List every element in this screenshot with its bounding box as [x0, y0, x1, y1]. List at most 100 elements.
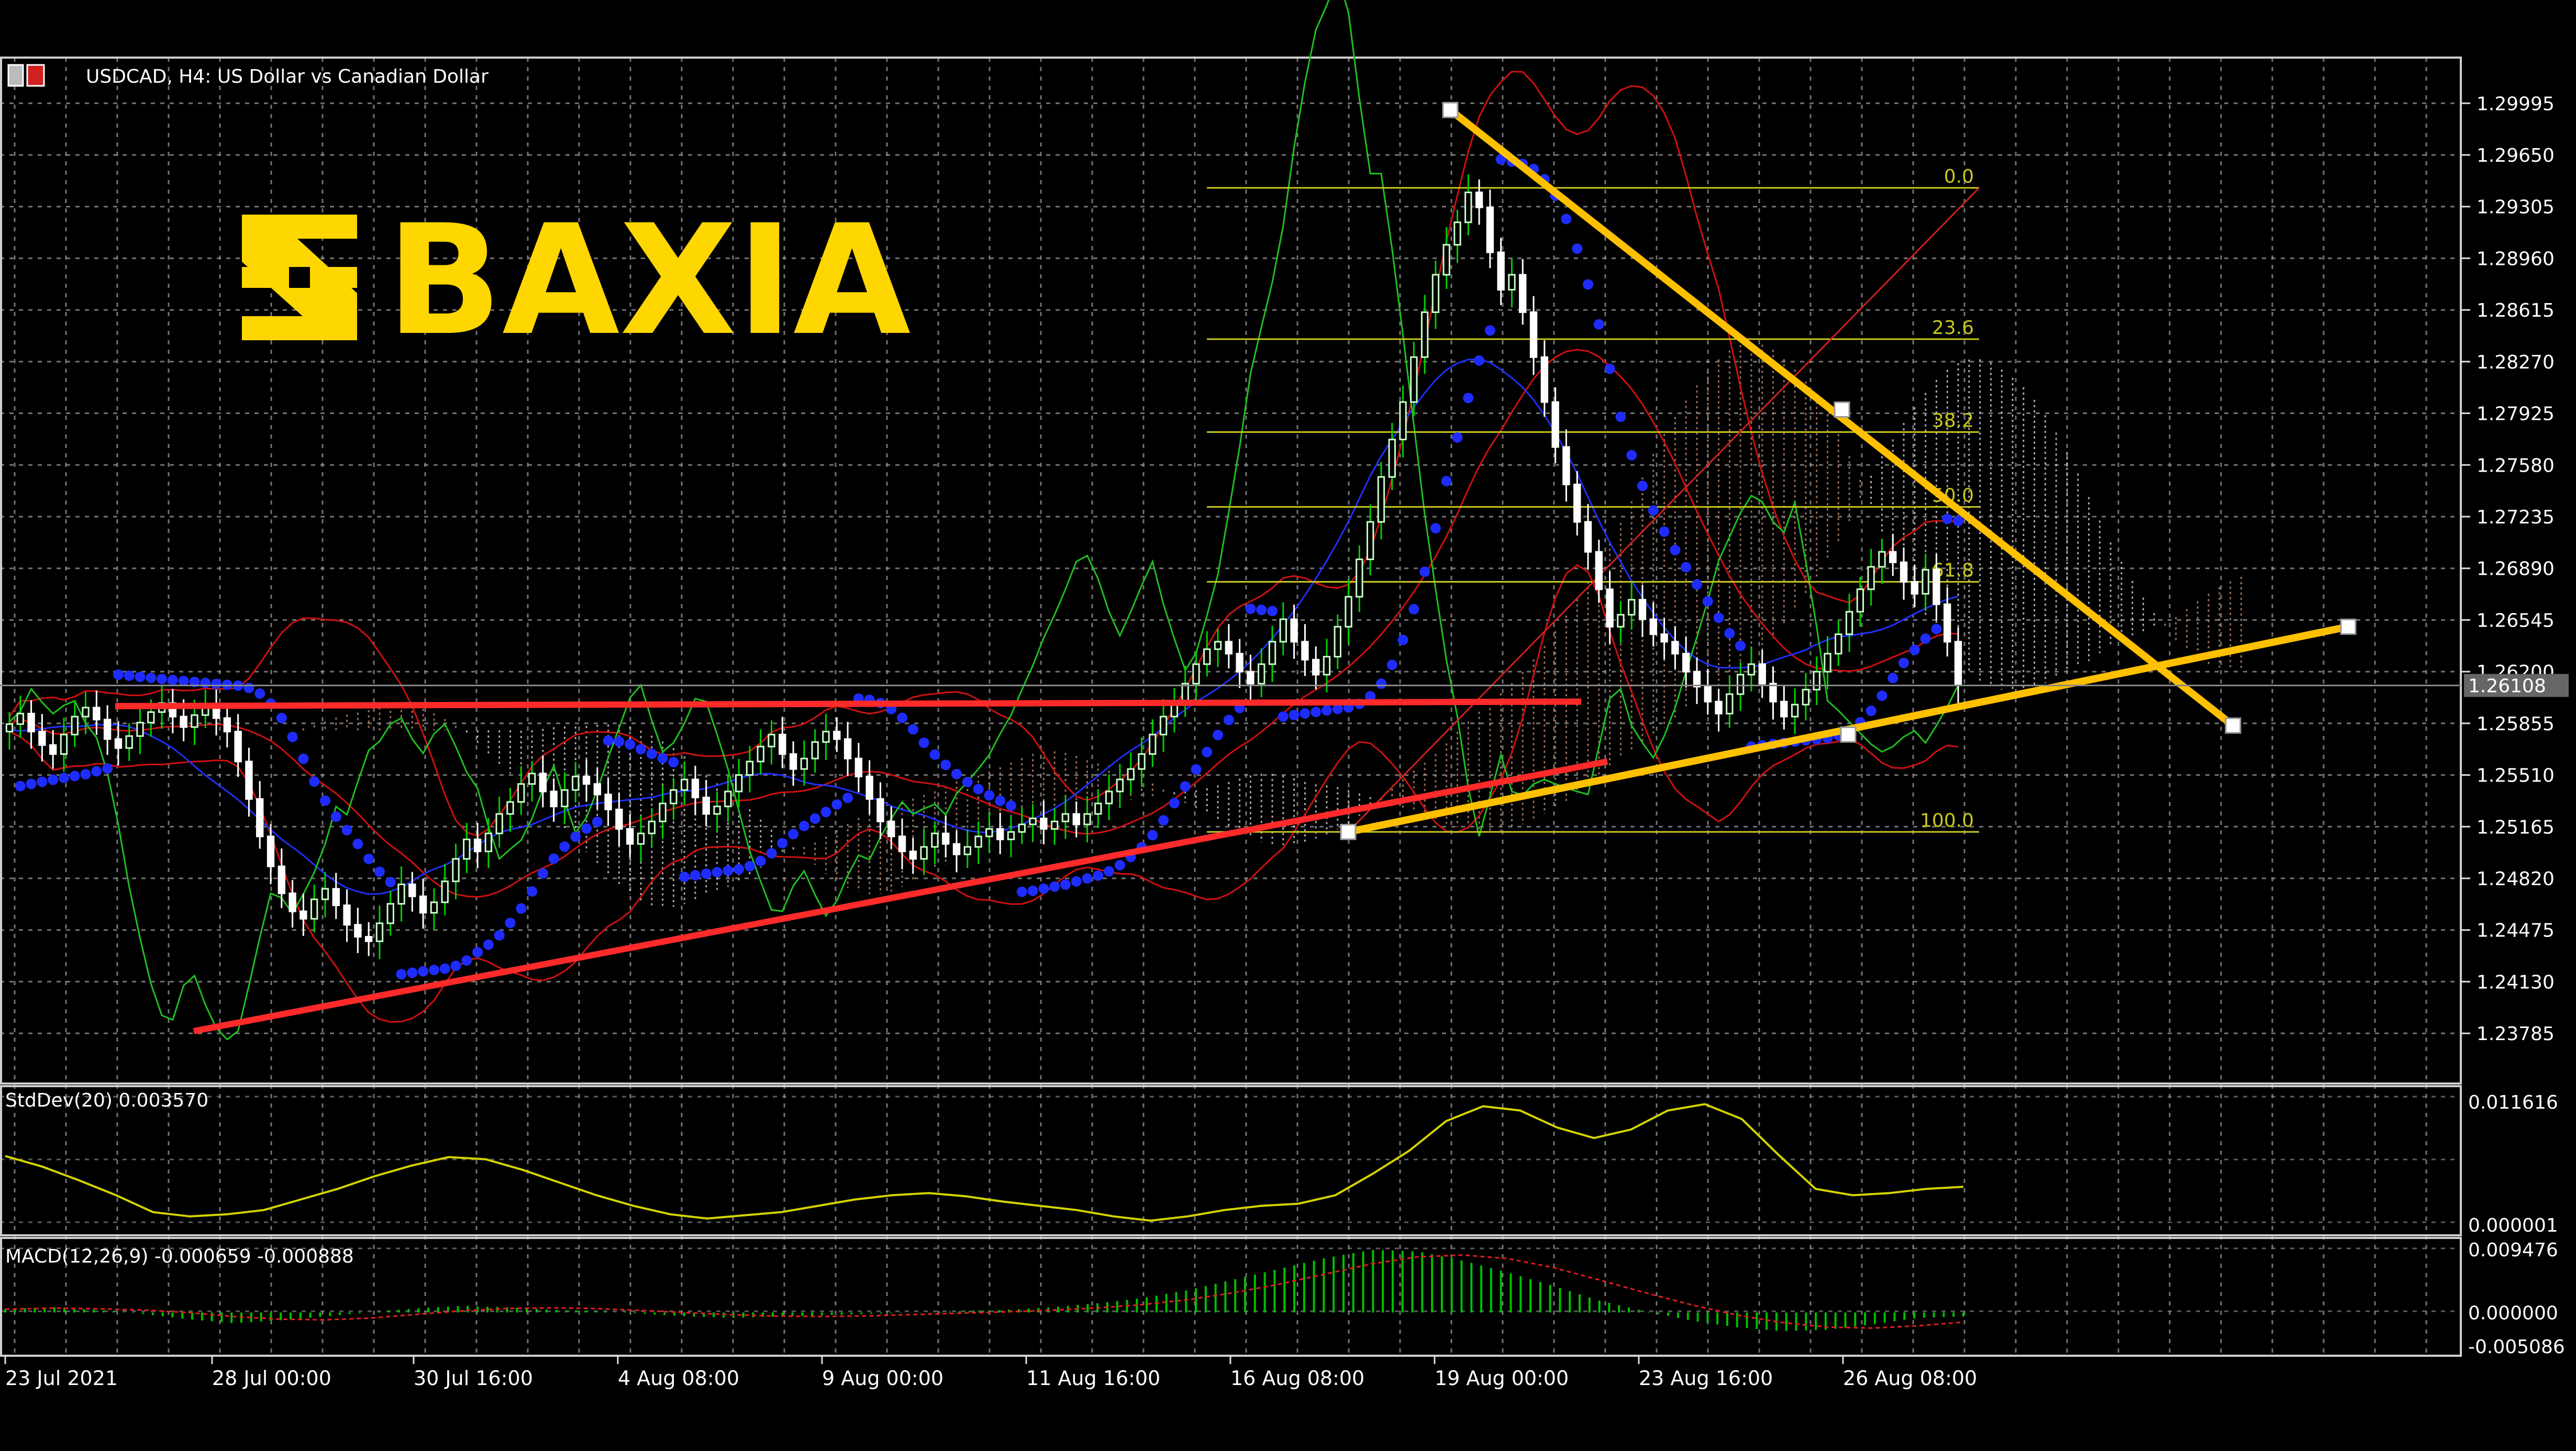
candle-body	[375, 922, 384, 942]
candle-body	[626, 828, 634, 845]
candle-body	[1345, 596, 1352, 628]
sar-dot	[167, 675, 178, 686]
sar-dot	[1626, 450, 1637, 461]
candle-body	[484, 832, 493, 852]
candle-body	[1497, 251, 1505, 291]
time-tick-label: 30 Jul 16:00	[414, 1367, 533, 1390]
candle-body	[822, 731, 830, 743]
candle-body	[1159, 716, 1168, 735]
candle-body	[735, 774, 743, 793]
candle-body	[833, 731, 841, 740]
candle-body	[963, 846, 971, 855]
sar-dot	[1311, 707, 1322, 718]
candle-body	[103, 719, 112, 740]
candle-body	[811, 741, 819, 760]
window-icon[interactable]	[7, 64, 24, 87]
macd-tick-label: 0.009476	[2468, 1240, 2558, 1261]
candle-body	[1486, 206, 1494, 253]
candle-body	[1933, 569, 1940, 605]
candle-body	[1083, 813, 1091, 825]
candle-body	[1029, 818, 1037, 825]
sar-dot	[777, 838, 788, 849]
trendlines[interactable]	[115, 102, 2357, 1034]
sar-dot	[407, 967, 418, 978]
trendline-anchor-handle	[2340, 618, 2357, 635]
candle-body	[1301, 641, 1309, 661]
fib-level-label: 38.2	[1932, 410, 1974, 431]
candle-body	[430, 901, 438, 914]
candle-body	[1758, 663, 1766, 685]
candle-body	[5, 723, 14, 733]
candle-body	[147, 711, 155, 723]
sar-dot	[668, 757, 679, 768]
sar-dot	[1593, 319, 1604, 330]
candle-body	[561, 789, 569, 808]
sar-dot	[1038, 883, 1049, 894]
candle-body	[691, 778, 699, 798]
candle-body	[528, 773, 536, 785]
sar-dot	[951, 768, 962, 779]
baxia-logo-mark-icon	[242, 215, 357, 340]
candle-body	[419, 895, 427, 914]
candle-body	[1529, 311, 1538, 358]
candle-body	[267, 835, 275, 867]
candle-body	[1225, 641, 1233, 655]
candle-body	[506, 801, 514, 815]
candle-body	[463, 839, 471, 860]
candle-body	[1105, 790, 1113, 805]
time-tick-label: 4 Aug 08:00	[618, 1367, 739, 1390]
panel-frame	[0, 57, 2462, 1085]
sar-dot	[1877, 690, 1887, 701]
price-axis[interactable]: 1.29995 1.29650 1.29305 1.28960 1.28615 1.282…	[0, 93, 2569, 1045]
candle-body	[1682, 653, 1690, 673]
trendline-anchor-handle	[1834, 401, 1850, 418]
candle-body	[680, 778, 689, 791]
sar-dot	[287, 731, 298, 742]
candle-body	[245, 761, 253, 800]
candle-body	[1377, 476, 1385, 523]
candle-body	[1835, 633, 1842, 655]
sar-dot	[1016, 886, 1027, 897]
sar-dot	[1583, 279, 1594, 290]
price-tick-label: 1.29650	[2477, 145, 2555, 166]
sar-dot	[559, 841, 570, 852]
descending-resistance-line	[1448, 107, 2236, 729]
candle-body	[942, 832, 950, 845]
sar-dot	[1005, 800, 1016, 811]
kijun-line	[9, 358, 1959, 895]
trendline-anchor-handle	[1840, 726, 1857, 743]
trendline-anchor-handle	[2225, 717, 2241, 734]
sar-dot	[1213, 730, 1224, 741]
fib-level-label: 23.6	[1932, 317, 1974, 339]
sar-dot	[124, 670, 135, 681]
sar-dot	[1419, 566, 1430, 577]
price-tick-label: 1.27580	[2477, 455, 2555, 476]
candle-body	[1007, 831, 1015, 841]
candle-body	[364, 936, 373, 942]
candle-body	[1464, 192, 1472, 224]
candle-body	[1475, 192, 1483, 208]
price-tick-label: 1.27925	[2477, 404, 2555, 425]
candle-body	[1922, 569, 1929, 595]
sar-dot	[1114, 860, 1125, 870]
candle-body	[1410, 356, 1418, 403]
sar-dot	[1920, 633, 1931, 644]
sar-dot	[995, 795, 1006, 806]
trendline-anchor-handle	[1340, 823, 1357, 840]
candle-body	[1660, 633, 1668, 643]
time-axis[interactable]: 23 Jul 2021 28 Jul 00:00 30 Jul 16:00 4 Aug…	[4, 1356, 1977, 1390]
sar-dot	[581, 823, 592, 834]
sar-dot	[1735, 640, 1746, 651]
sar-dot	[734, 864, 745, 875]
candle-body	[136, 721, 144, 737]
sar-dot	[505, 918, 516, 929]
sar-dot	[189, 676, 200, 687]
macd-tick-label: 0.000000	[2468, 1302, 2558, 1324]
candle-body	[1519, 274, 1527, 313]
candle-body	[1802, 688, 1810, 706]
fib-level-label: 100.0	[1920, 810, 1974, 831]
sar-dot	[1321, 705, 1332, 716]
candle-body	[1628, 599, 1636, 616]
